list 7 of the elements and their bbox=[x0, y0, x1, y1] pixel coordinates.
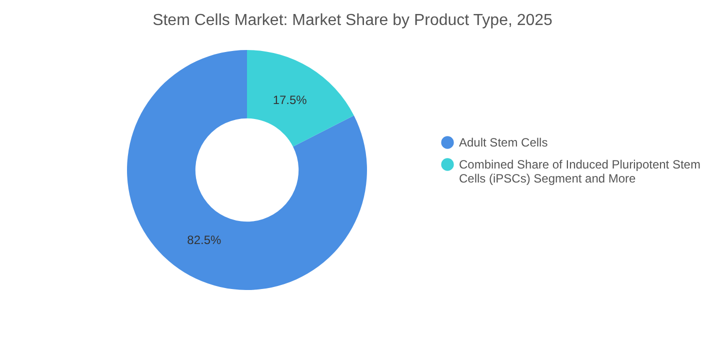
donut-slice bbox=[127, 50, 367, 290]
donut-slice bbox=[247, 50, 354, 147]
data-label: 17.5% bbox=[272, 93, 308, 108]
chart-title: Stem Cells Market: Market Share by Product Type, 2025 bbox=[152, 12, 553, 29]
legend-label: Adult Stem Cells bbox=[459, 136, 548, 150]
legend-label: Combined Share of Induced Pluripotent Stem Cells (iPSCs) Segment and More bbox=[459, 158, 700, 186]
data-label: 82.5% bbox=[187, 232, 222, 247]
